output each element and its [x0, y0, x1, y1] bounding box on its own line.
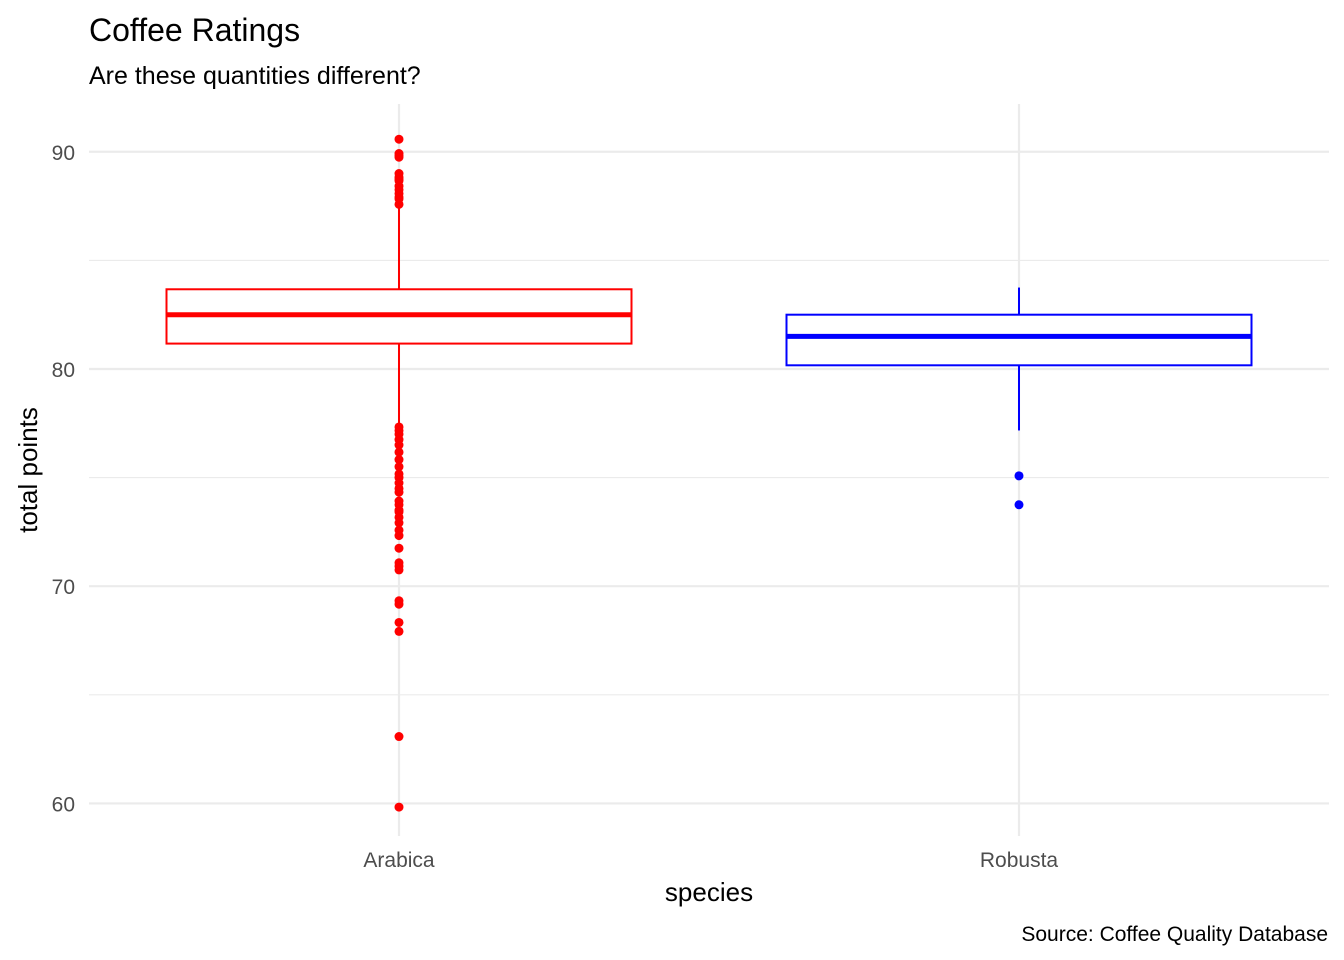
- outlier-point: [394, 626, 404, 636]
- outlier-point: [394, 565, 404, 575]
- y-tick-label: 60: [52, 793, 75, 816]
- outlier-point: [394, 199, 404, 209]
- outlier-point: [394, 531, 404, 541]
- axis-ticks: 60 70 80 90 Arabica Robusta: [52, 142, 1059, 872]
- outlier-point: [394, 134, 404, 144]
- chart-caption: Source: Coffee Quality Database: [1021, 923, 1328, 946]
- outlier-point: [394, 518, 404, 528]
- outlier-point: [394, 599, 404, 609]
- x-tick-label: Robusta: [980, 849, 1059, 872]
- outlier-point: [394, 732, 404, 742]
- box-robusta: [785, 287, 1253, 510]
- outlier-point: [394, 447, 404, 457]
- outlier-point: [394, 543, 404, 553]
- x-axis-title: species: [665, 877, 753, 907]
- outlier-point: [1014, 471, 1024, 481]
- box-arabica: [165, 134, 633, 812]
- outlier-point: [1014, 500, 1024, 510]
- box-iqr: [785, 313, 1253, 367]
- chart-subtitle: Are these quantities different?: [89, 62, 421, 90]
- outlier-point: [394, 802, 404, 812]
- grid-lines: [89, 104, 1329, 836]
- outlier-point: [394, 455, 404, 465]
- y-tick-label: 90: [52, 142, 75, 165]
- boxplots: [165, 134, 1253, 812]
- x-tick-label: Arabica: [363, 849, 435, 872]
- outlier-point: [394, 462, 404, 472]
- outlier-point: [394, 487, 404, 497]
- outlier-point: [394, 617, 404, 627]
- y-tick-label: 80: [52, 359, 75, 382]
- outlier-point: [394, 440, 404, 450]
- y-axis-title: total points: [13, 407, 43, 533]
- chart-title: Coffee Ratings: [89, 12, 300, 48]
- outlier-point: [394, 152, 404, 162]
- y-tick-label: 70: [52, 576, 75, 599]
